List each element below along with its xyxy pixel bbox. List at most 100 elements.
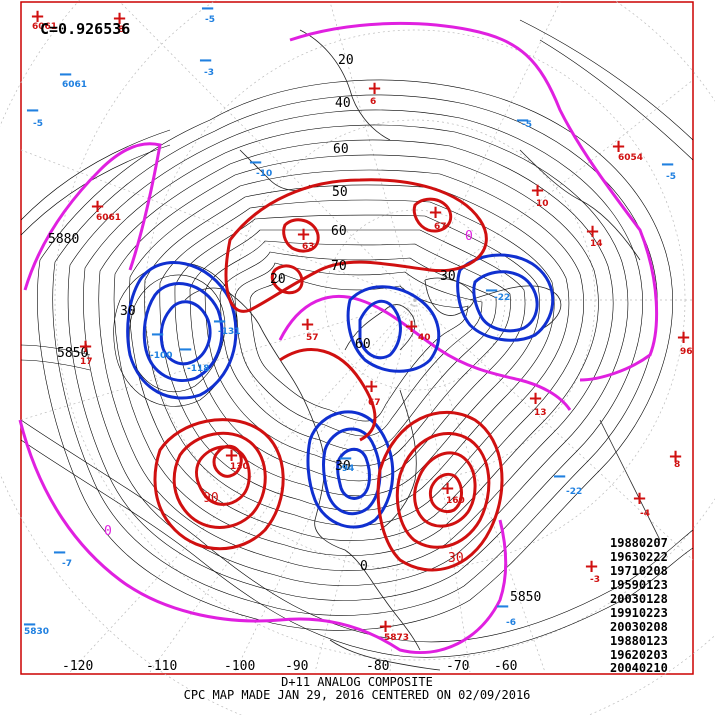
svg-text:6061: 6061 (96, 213, 121, 223)
svg-text:−: − (338, 448, 353, 469)
positive-center-marker: +160 (440, 478, 465, 506)
negative-center-marker: −-6 (495, 596, 516, 628)
svg-text:63: 63 (302, 242, 315, 252)
longitude-labels: -120 -110 -100 -90 -80 -70 -60 (62, 659, 517, 674)
height-label: 60 (355, 337, 371, 352)
svg-text:−: − (178, 339, 193, 360)
positive-center-marker: +13 (528, 388, 547, 418)
height-label: 60 (331, 224, 347, 239)
svg-text:-5: -5 (666, 172, 676, 182)
coastlines (184, 29, 661, 671)
analog-date: 19630222 (610, 550, 668, 564)
positive-center-marker: +130 (224, 445, 249, 472)
positive-centers: +6061 +17 +6054 +6061 +63 +67 +57 +10 +1… (30, 6, 693, 643)
svg-text:+: + (30, 6, 45, 27)
positive-center-marker: +5873 (378, 616, 409, 643)
svg-text:6: 6 (370, 97, 376, 107)
analog-date: 19880123 (610, 634, 668, 648)
positive-contour-label: 30 (448, 551, 464, 566)
svg-text:5830: 5830 (24, 627, 49, 637)
svg-text:+: + (112, 8, 127, 29)
height-label: 60 (333, 142, 349, 157)
svg-text:8: 8 (674, 460, 680, 470)
svg-text:-3: -3 (204, 68, 214, 78)
svg-text:57: 57 (306, 333, 319, 343)
svg-text:+: + (611, 136, 626, 157)
svg-text:-5: -5 (522, 120, 532, 130)
svg-text:5873: 5873 (384, 633, 409, 643)
analog-dates-list: 19880207 19630222 19710208 19590123 2003… (610, 536, 668, 675)
svg-text:-10: -10 (256, 169, 272, 179)
longitude-label: -90 (285, 659, 308, 674)
negative-center-marker: −-10 (248, 152, 272, 179)
svg-text:−: − (552, 466, 567, 487)
svg-text:-4: -4 (640, 509, 650, 519)
svg-text:10: 10 (536, 199, 549, 209)
svg-text:-5: -5 (33, 119, 43, 129)
negative-center-marker: −-3 (198, 50, 214, 78)
height-contour-labels: 5880 5850 5850 20 40 60 50 60 70 30 30 6… (48, 53, 541, 605)
svg-text:17: 17 (80, 357, 93, 367)
longitude-label: -70 (446, 659, 469, 674)
footer-subtitle: CPC MAP MADE JAN 29, 2016 CENTERED ON 02… (184, 688, 531, 702)
longitude-label: -60 (494, 659, 517, 674)
svg-text:-94: -94 (338, 464, 354, 474)
svg-text:-22: -22 (566, 487, 582, 497)
negative-center-marker: −-5 (660, 154, 676, 182)
negative-center-marker: −6061 (58, 64, 87, 90)
svg-text:−: − (200, 0, 215, 19)
positive-center-marker: +67 (428, 202, 447, 232)
svg-text:67: 67 (368, 398, 381, 408)
negative-anomaly-contours (126, 253, 555, 529)
svg-text:+: + (440, 478, 455, 499)
svg-text:+: + (632, 488, 647, 509)
positive-center-marker: +17 (78, 336, 93, 367)
negative-center-marker: −-5 (200, 0, 215, 25)
height-label: 40 (335, 96, 351, 111)
negative-centers: −-5 −6061 −-5 −-3 −-5 −-5 −-10 −-100 −-1… (22, 0, 676, 637)
anomaly-contour-labels: 90 30 0 0 (104, 229, 473, 566)
positive-center-marker: +40 (404, 316, 431, 343)
negative-center-marker: − -100 (150, 324, 173, 361)
positive-center-marker: +57 (300, 314, 319, 343)
height-label: 5880 (48, 232, 79, 247)
zero-contour-label: 0 (465, 229, 473, 244)
svg-text:+: + (528, 388, 543, 409)
height-contours (20, 19, 694, 658)
svg-text:6054: 6054 (618, 153, 643, 163)
svg-text:+: + (585, 221, 600, 242)
svg-text:-5: -5 (205, 15, 215, 25)
negative-center-marker: −-5 (25, 100, 43, 129)
svg-text:-6: -6 (506, 618, 516, 628)
svg-text:-22: -22 (494, 293, 510, 303)
height-label: 0 (360, 559, 368, 574)
svg-text:+: + (428, 202, 443, 223)
svg-text:−: − (22, 614, 37, 635)
positive-center-marker: +8 (112, 8, 127, 35)
negative-center-marker: −-22 (484, 280, 510, 303)
positive-center-marker: +6 (367, 78, 382, 107)
positive-center-marker: +-4 (632, 488, 650, 519)
longitude-label: -100 (224, 659, 255, 674)
svg-text:96: 96 (680, 347, 693, 357)
analog-date: 20030128 (610, 592, 668, 606)
svg-text:+: + (676, 327, 691, 348)
svg-text:−: − (212, 311, 227, 332)
positive-center-marker: +96 (676, 327, 693, 357)
svg-text:8: 8 (118, 25, 124, 35)
analog-date: 19710208 (610, 564, 668, 578)
svg-text:−: − (58, 64, 73, 85)
positive-center-marker: +6061 (30, 6, 57, 32)
svg-text:+: + (90, 196, 105, 217)
analog-date: 19620203 (610, 648, 668, 662)
negative-center-marker: −-131 (212, 311, 241, 337)
svg-text:+: + (530, 180, 545, 201)
svg-text:+: + (78, 336, 93, 357)
positive-center-marker: +8 (668, 446, 683, 470)
longitude-label: -80 (366, 659, 389, 674)
svg-text:130: 130 (230, 462, 249, 472)
height-label: 20 (338, 53, 354, 68)
svg-text:13: 13 (534, 408, 547, 418)
svg-text:−: − (198, 50, 213, 71)
